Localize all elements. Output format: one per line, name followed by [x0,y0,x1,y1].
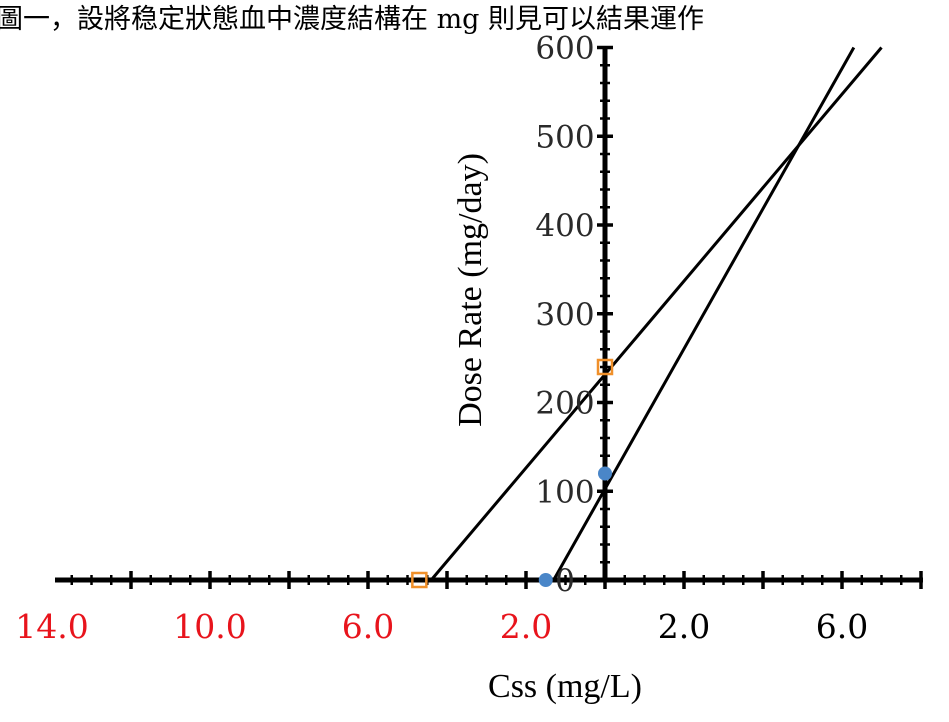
x-axis-title: Css (mg/L) [488,668,642,705]
series-1-fit-line [430,46,883,581]
y-tick-label: 0 [555,563,575,599]
data-markers [411,358,614,589]
y-tick-label: 600 [535,31,594,67]
x-tick-labels: 14.0 10.0 6.0 2.0 2.0 6.0 [15,607,868,646]
x-tick-label: 2.0 [500,607,552,646]
y-tick-label: 500 [535,119,594,155]
series-lines [430,46,883,581]
y-tick-label: 300 [535,297,594,333]
series-1-point-2 [596,358,614,376]
x-tick-label: 6.0 [816,607,868,646]
series-2-point-1 [538,573,553,587]
x-tick-label: 14.0 [15,607,88,646]
x-tick-label: 2.0 [658,607,710,646]
series-1-point-1 [411,571,428,589]
axes [55,45,923,589]
x-tick-label: 10.0 [173,607,246,646]
y-tick-label: 200 [535,386,594,422]
y-axis-title: Dose Rate (mg/day) [452,153,489,427]
series-2-fit-line [552,46,856,581]
series-2-point-2 [598,466,612,481]
header-text-fragment: 圖一，設將稳定狀態血中濃度結構在 mg 則見可以結果運作 [0,4,704,35]
y-tick-label: 400 [535,208,594,244]
y-tick-labels: 0 100 200 300 400 500 600 [535,31,594,600]
y-tick-label: 100 [535,474,594,510]
x-tick-label: 6.0 [342,607,394,646]
